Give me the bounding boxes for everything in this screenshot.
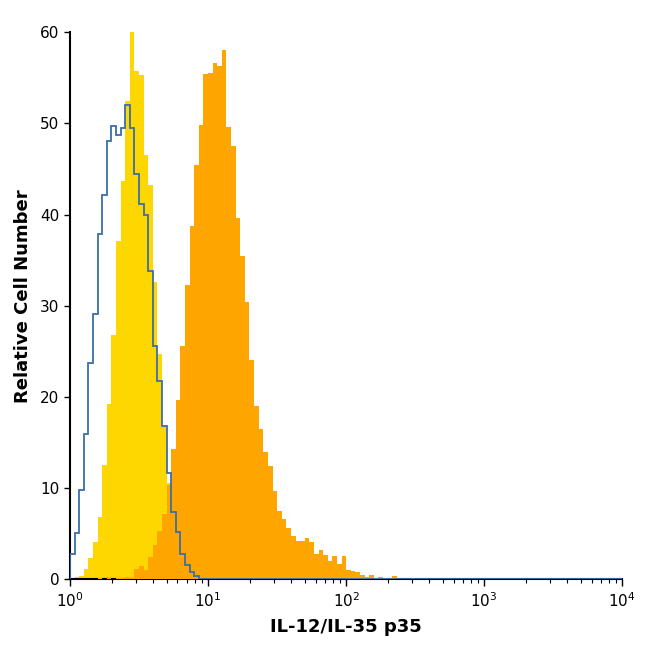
X-axis label: IL-12/IL-35 p35: IL-12/IL-35 p35 [270,618,422,636]
Y-axis label: Relative Cell Number: Relative Cell Number [14,190,32,404]
